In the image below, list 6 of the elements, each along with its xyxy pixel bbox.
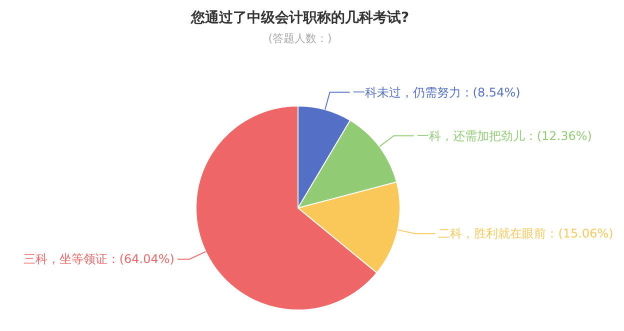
slice-label: 一科，还需加把劲儿：(12.36%) [416, 128, 592, 143]
chart-title: 您通过了中级会计职称的几科考试? [190, 9, 410, 26]
slice-label: 一科未过，仍需努力：(8.54%) [352, 85, 520, 100]
slice-label: 三科，坐等领证：(64.04%) [23, 252, 174, 266]
chart-subtitle: (答题人数：) [268, 32, 332, 45]
slice-label: 二科，胜利就在眼前：(15.06%) [438, 226, 614, 241]
